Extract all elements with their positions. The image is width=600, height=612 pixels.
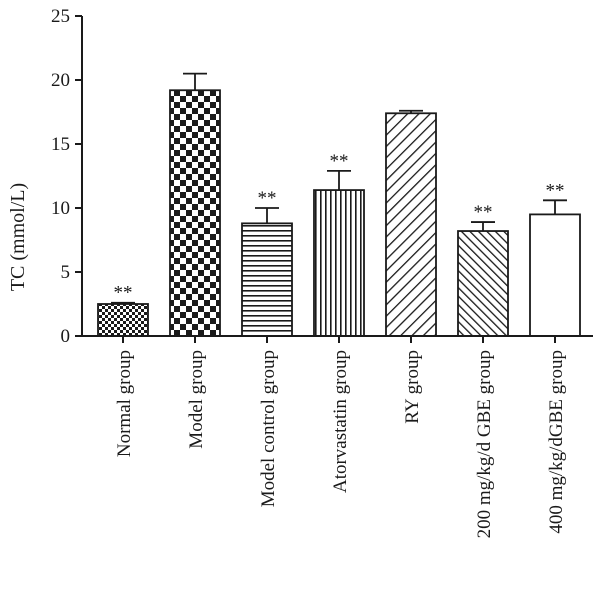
bar-5 — [385, 112, 437, 337]
x-tick-label: Normal group — [114, 350, 135, 457]
significance-marker: ** — [330, 151, 349, 172]
y-axis-ticks: 0 5 10 15 20 25 — [51, 6, 556, 347]
y-tick-label: 25 — [51, 6, 70, 27]
x-tick-label: 400 mg/kg/dGBE group — [546, 350, 567, 534]
x-tick-label: 200 mg/kg/d GBE group — [474, 350, 495, 538]
x-tick-label: Model control group — [258, 350, 279, 507]
error-bars-group — [111, 72, 567, 304]
x-tick-label: Model group — [186, 350, 207, 449]
x-tick-label: RY group — [402, 350, 423, 424]
y-tick-label: 15 — [51, 134, 70, 155]
bar-4 — [313, 189, 365, 337]
significance-markers: ** ** ** ** ** — [114, 151, 565, 304]
y-tick-label: 20 — [51, 70, 70, 91]
bar-3 — [241, 222, 293, 337]
significance-marker: ** — [546, 180, 565, 201]
bars-group — [97, 89, 581, 337]
y-tick-label: 0 — [61, 326, 71, 347]
bar-2 — [169, 89, 221, 337]
y-axis-label: TC (mmol/L) — [7, 183, 29, 291]
x-axis-tick-labels: Normal group Model group Model control gro… — [114, 350, 567, 538]
y-tick-label: 5 — [61, 262, 71, 283]
x-tick-label: Atorvastatin group — [330, 350, 351, 493]
bar-6 — [457, 230, 509, 337]
bar-1 — [97, 303, 149, 337]
significance-marker: ** — [114, 283, 133, 304]
significance-marker: ** — [474, 202, 493, 223]
bar-7 — [529, 213, 581, 337]
significance-marker: ** — [258, 188, 277, 209]
y-tick-label: 10 — [51, 198, 70, 219]
